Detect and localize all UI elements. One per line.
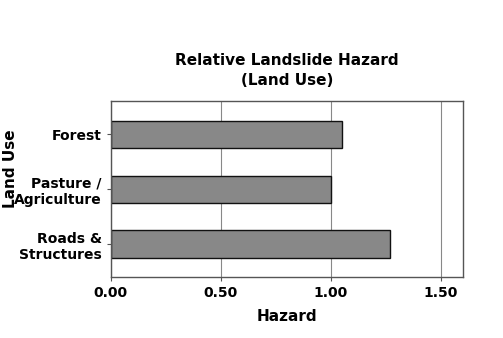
Bar xyxy=(111,175,330,203)
Text: Land Use: Land Use xyxy=(3,130,18,208)
Bar xyxy=(111,231,390,258)
Title: Relative Landslide Hazard
(Land Use): Relative Landslide Hazard (Land Use) xyxy=(175,53,398,88)
Bar xyxy=(111,121,342,148)
X-axis label: Hazard: Hazard xyxy=(257,309,317,323)
